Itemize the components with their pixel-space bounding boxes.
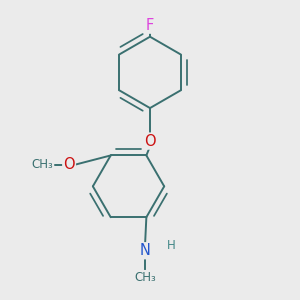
Text: H: H [167,239,176,252]
Text: F: F [146,18,154,33]
Text: N: N [140,243,151,258]
Text: O: O [144,134,156,148]
Text: O: O [63,158,75,172]
Text: CH₃: CH₃ [134,271,156,284]
Text: CH₃: CH₃ [32,158,53,171]
